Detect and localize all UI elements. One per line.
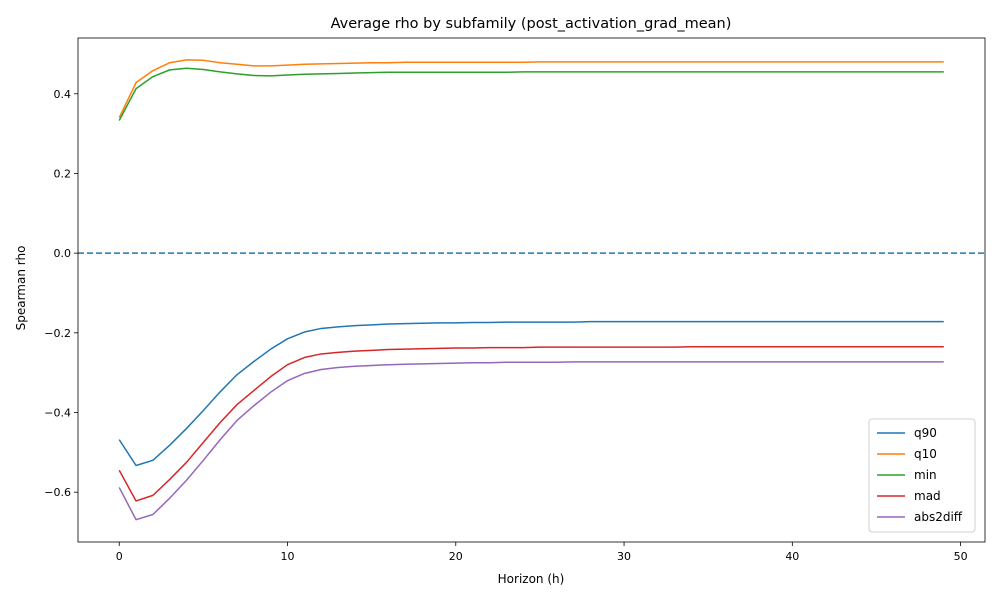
chart-title: Average rho by subfamily (post_activatio… [331,16,732,32]
series-line-q10 [118,59,944,119]
legend: q90 q10 min mad abs2diff [868,418,976,533]
x-tick-label: 40 [785,550,799,563]
x-tick-label: 30 [617,550,631,563]
x-tick-label: 0 [116,550,123,563]
legend-box [868,418,976,533]
legend-label-abs2diff: abs2diff [914,510,963,524]
legend-label-q10: q10 [914,447,937,461]
axes-frame [77,37,986,543]
y-tick-label: 0.4 [54,88,72,101]
legend-label-min: min [914,468,937,482]
series-line-q90 [118,320,944,467]
y-tick-label: 0.2 [54,167,72,180]
axes: 0 10 20 30 40 50 −0.6 −0.4 −0.2 0.0 0.2 0.4 [44,37,986,563]
y-tick-label: −0.6 [44,486,71,499]
x-tick-label: 50 [954,550,968,563]
y-axis-label: Spearman rho [14,246,28,331]
x-axis-label: Horizon (h) [498,572,565,586]
series-line-mad [118,346,944,502]
y-tick-label: 0.0 [54,247,72,260]
legend-label-q90: q90 [914,426,937,440]
x-tick-label: 10 [281,550,295,563]
series-line-min [118,67,944,121]
y-tick-label: −0.2 [44,327,71,340]
x-tick-label: 20 [449,550,463,563]
y-tick-label: −0.4 [44,407,71,420]
plot-area [78,59,985,521]
series-line-abs2diff [118,361,944,521]
legend-label-mad: mad [914,489,941,503]
